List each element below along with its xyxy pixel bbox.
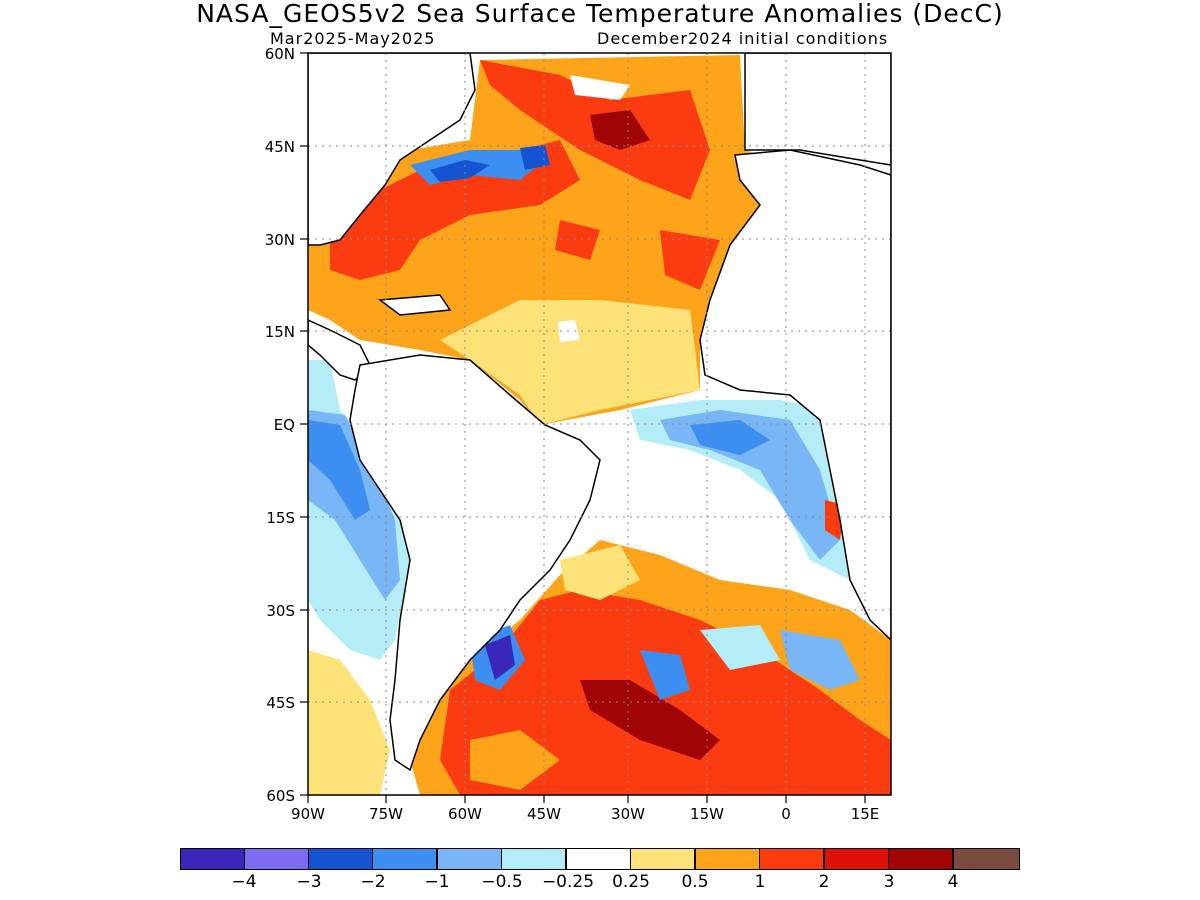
colorbar-swatch: [695, 848, 760, 870]
lon-label-90w: 90W: [291, 805, 325, 823]
colorbar-swatch: [244, 848, 309, 870]
lat-label-30s: 30S: [266, 602, 295, 620]
colorbar-swatch: [630, 848, 695, 870]
lat-label-45s: 45S: [266, 694, 295, 712]
colorbar-swatch: [566, 848, 631, 870]
colorbar-label: 0.25: [612, 872, 650, 892]
axis-ticks: [300, 52, 866, 803]
lon-label-15e: 15E: [850, 805, 880, 823]
period-label: Mar2025-May2025: [270, 29, 436, 48]
lat-label-45n: 45N: [264, 138, 295, 156]
colorbar-label: −1: [424, 872, 450, 892]
east-pacific-anomalies: [308, 360, 410, 795]
colorbar-label: 3: [883, 872, 895, 892]
south-america: [349, 354, 601, 772]
colorbar-swatch: [501, 848, 566, 870]
colorbar-swatch: [824, 848, 889, 870]
lat-label-60s: 60S: [266, 787, 295, 805]
europe: [744, 53, 891, 166]
colorbar-swatch: [953, 848, 1020, 870]
lon-label-0: 0: [781, 805, 791, 823]
colorbar-label: −0.5: [481, 872, 523, 892]
colorbar-label: −2: [360, 872, 386, 892]
lat-label-30n: 30N: [264, 231, 295, 249]
lon-label-30w: 30W: [611, 805, 645, 823]
north-america: [308, 53, 476, 246]
chart-title: NASA_GEOS5v2 Sea Surface Temperature Ano…: [196, 0, 1004, 28]
lon-label-45w: 45W: [527, 805, 561, 823]
colorbar-label: 4: [947, 872, 959, 892]
lat-label-15s: 15S: [266, 509, 295, 527]
graticule: [308, 53, 891, 795]
equatorial-cool-anomalies: [630, 400, 870, 580]
land-masses: [308, 53, 891, 772]
colorbar-label: −0.25: [541, 872, 595, 892]
colorbar-swatch: [372, 848, 437, 870]
lat-label-eq: EQ: [273, 416, 295, 434]
colorbar-swatch: [437, 848, 502, 870]
africa: [699, 149, 891, 642]
colorbar-swatch: [180, 848, 245, 870]
colorbar-swatch: [759, 848, 824, 870]
colorbar-label: −3: [296, 872, 322, 892]
lon-label-75w: 75W: [369, 805, 403, 823]
colorbar-label: 2: [818, 872, 830, 892]
caribbean-islands: [377, 294, 452, 316]
init-conditions-label: December2024 initial conditions: [597, 29, 889, 48]
colorbar-label: 1: [754, 872, 766, 892]
lat-label-15n: 15N: [264, 323, 295, 341]
colorbar-swatch: [308, 848, 373, 870]
central-america: [308, 319, 371, 381]
colorbar-label: −4: [231, 872, 257, 892]
lat-label-60n: 60N: [264, 45, 295, 63]
lon-label-60w: 60W: [448, 805, 482, 823]
colorbar-label: 0.5: [681, 872, 709, 892]
lon-label-15w: 15W: [690, 805, 724, 823]
colorbar-swatch: [888, 848, 953, 870]
